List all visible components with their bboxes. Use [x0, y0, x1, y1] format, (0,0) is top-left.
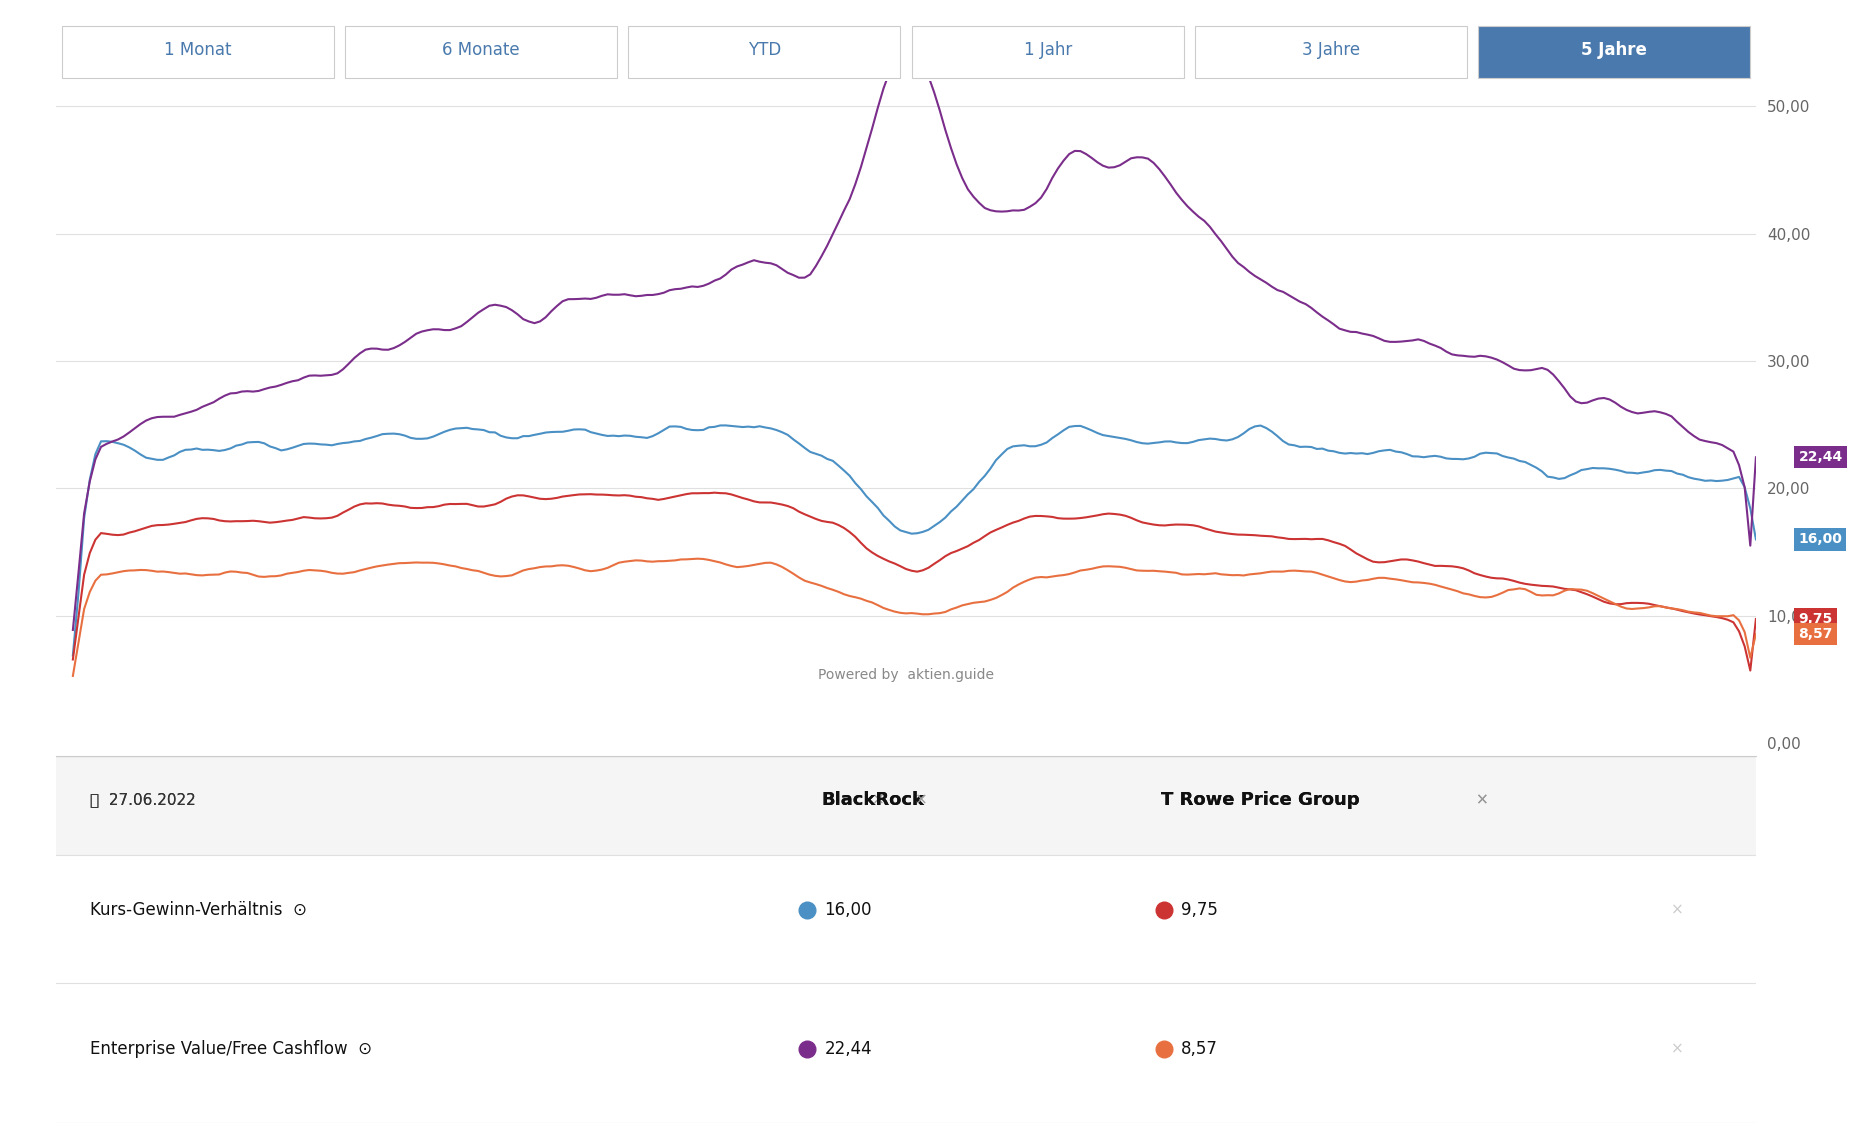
Text: 1 Jahr: 1 Jahr	[1024, 42, 1072, 59]
Text: ×: ×	[1476, 793, 1489, 807]
Text: 5 Jahre: 5 Jahre	[1582, 42, 1648, 59]
FancyBboxPatch shape	[346, 26, 616, 78]
Text: BlackRock: BlackRock	[820, 792, 925, 809]
Text: T Rowe Price Group: T Rowe Price Group	[1162, 792, 1360, 809]
Text: ×: ×	[872, 793, 885, 807]
Text: 6 Monate: 6 Monate	[443, 42, 519, 59]
Text: Powered by  aktien.guide: Powered by aktien.guide	[818, 668, 994, 682]
Text: 3 Jahre: 3 Jahre	[1302, 42, 1360, 59]
Text: T Rowe Price Group: T Rowe Price Group	[1162, 792, 1360, 809]
Text: Kurs-Gewinn-Verhältnis  ⊙: Kurs-Gewinn-Verhältnis ⊙	[90, 902, 306, 919]
Text: ×: ×	[1670, 1042, 1683, 1057]
Text: ×: ×	[1670, 903, 1683, 917]
Text: 9,75: 9,75	[1799, 612, 1833, 626]
Text: 22,44: 22,44	[824, 1040, 872, 1058]
FancyBboxPatch shape	[56, 756, 1756, 855]
Text: 16,00: 16,00	[1799, 532, 1842, 547]
Text: 🗓  27.06.2022: 🗓 27.06.2022	[90, 793, 196, 807]
Text: 🗓  27.06.2022: 🗓 27.06.2022	[90, 793, 196, 807]
Text: Enterprise Value/Free Cashflow  ⊙: Enterprise Value/Free Cashflow ⊙	[90, 1040, 372, 1058]
FancyBboxPatch shape	[628, 26, 900, 78]
FancyBboxPatch shape	[1478, 26, 1750, 78]
Text: 9,75: 9,75	[1181, 902, 1218, 919]
FancyBboxPatch shape	[62, 26, 334, 78]
Text: 22,44: 22,44	[1799, 450, 1842, 464]
Text: 8,57: 8,57	[1799, 627, 1833, 641]
FancyBboxPatch shape	[1196, 26, 1466, 78]
Text: YTD: YTD	[747, 42, 781, 59]
Text: ×: ×	[915, 793, 927, 807]
Text: 8,57: 8,57	[1181, 1040, 1218, 1058]
Text: ×: ×	[1476, 793, 1489, 807]
FancyBboxPatch shape	[912, 26, 1184, 78]
Text: 16,00: 16,00	[824, 902, 872, 919]
Text: 1 Monat: 1 Monat	[164, 42, 232, 59]
Text: BlackRock: BlackRock	[820, 792, 925, 809]
